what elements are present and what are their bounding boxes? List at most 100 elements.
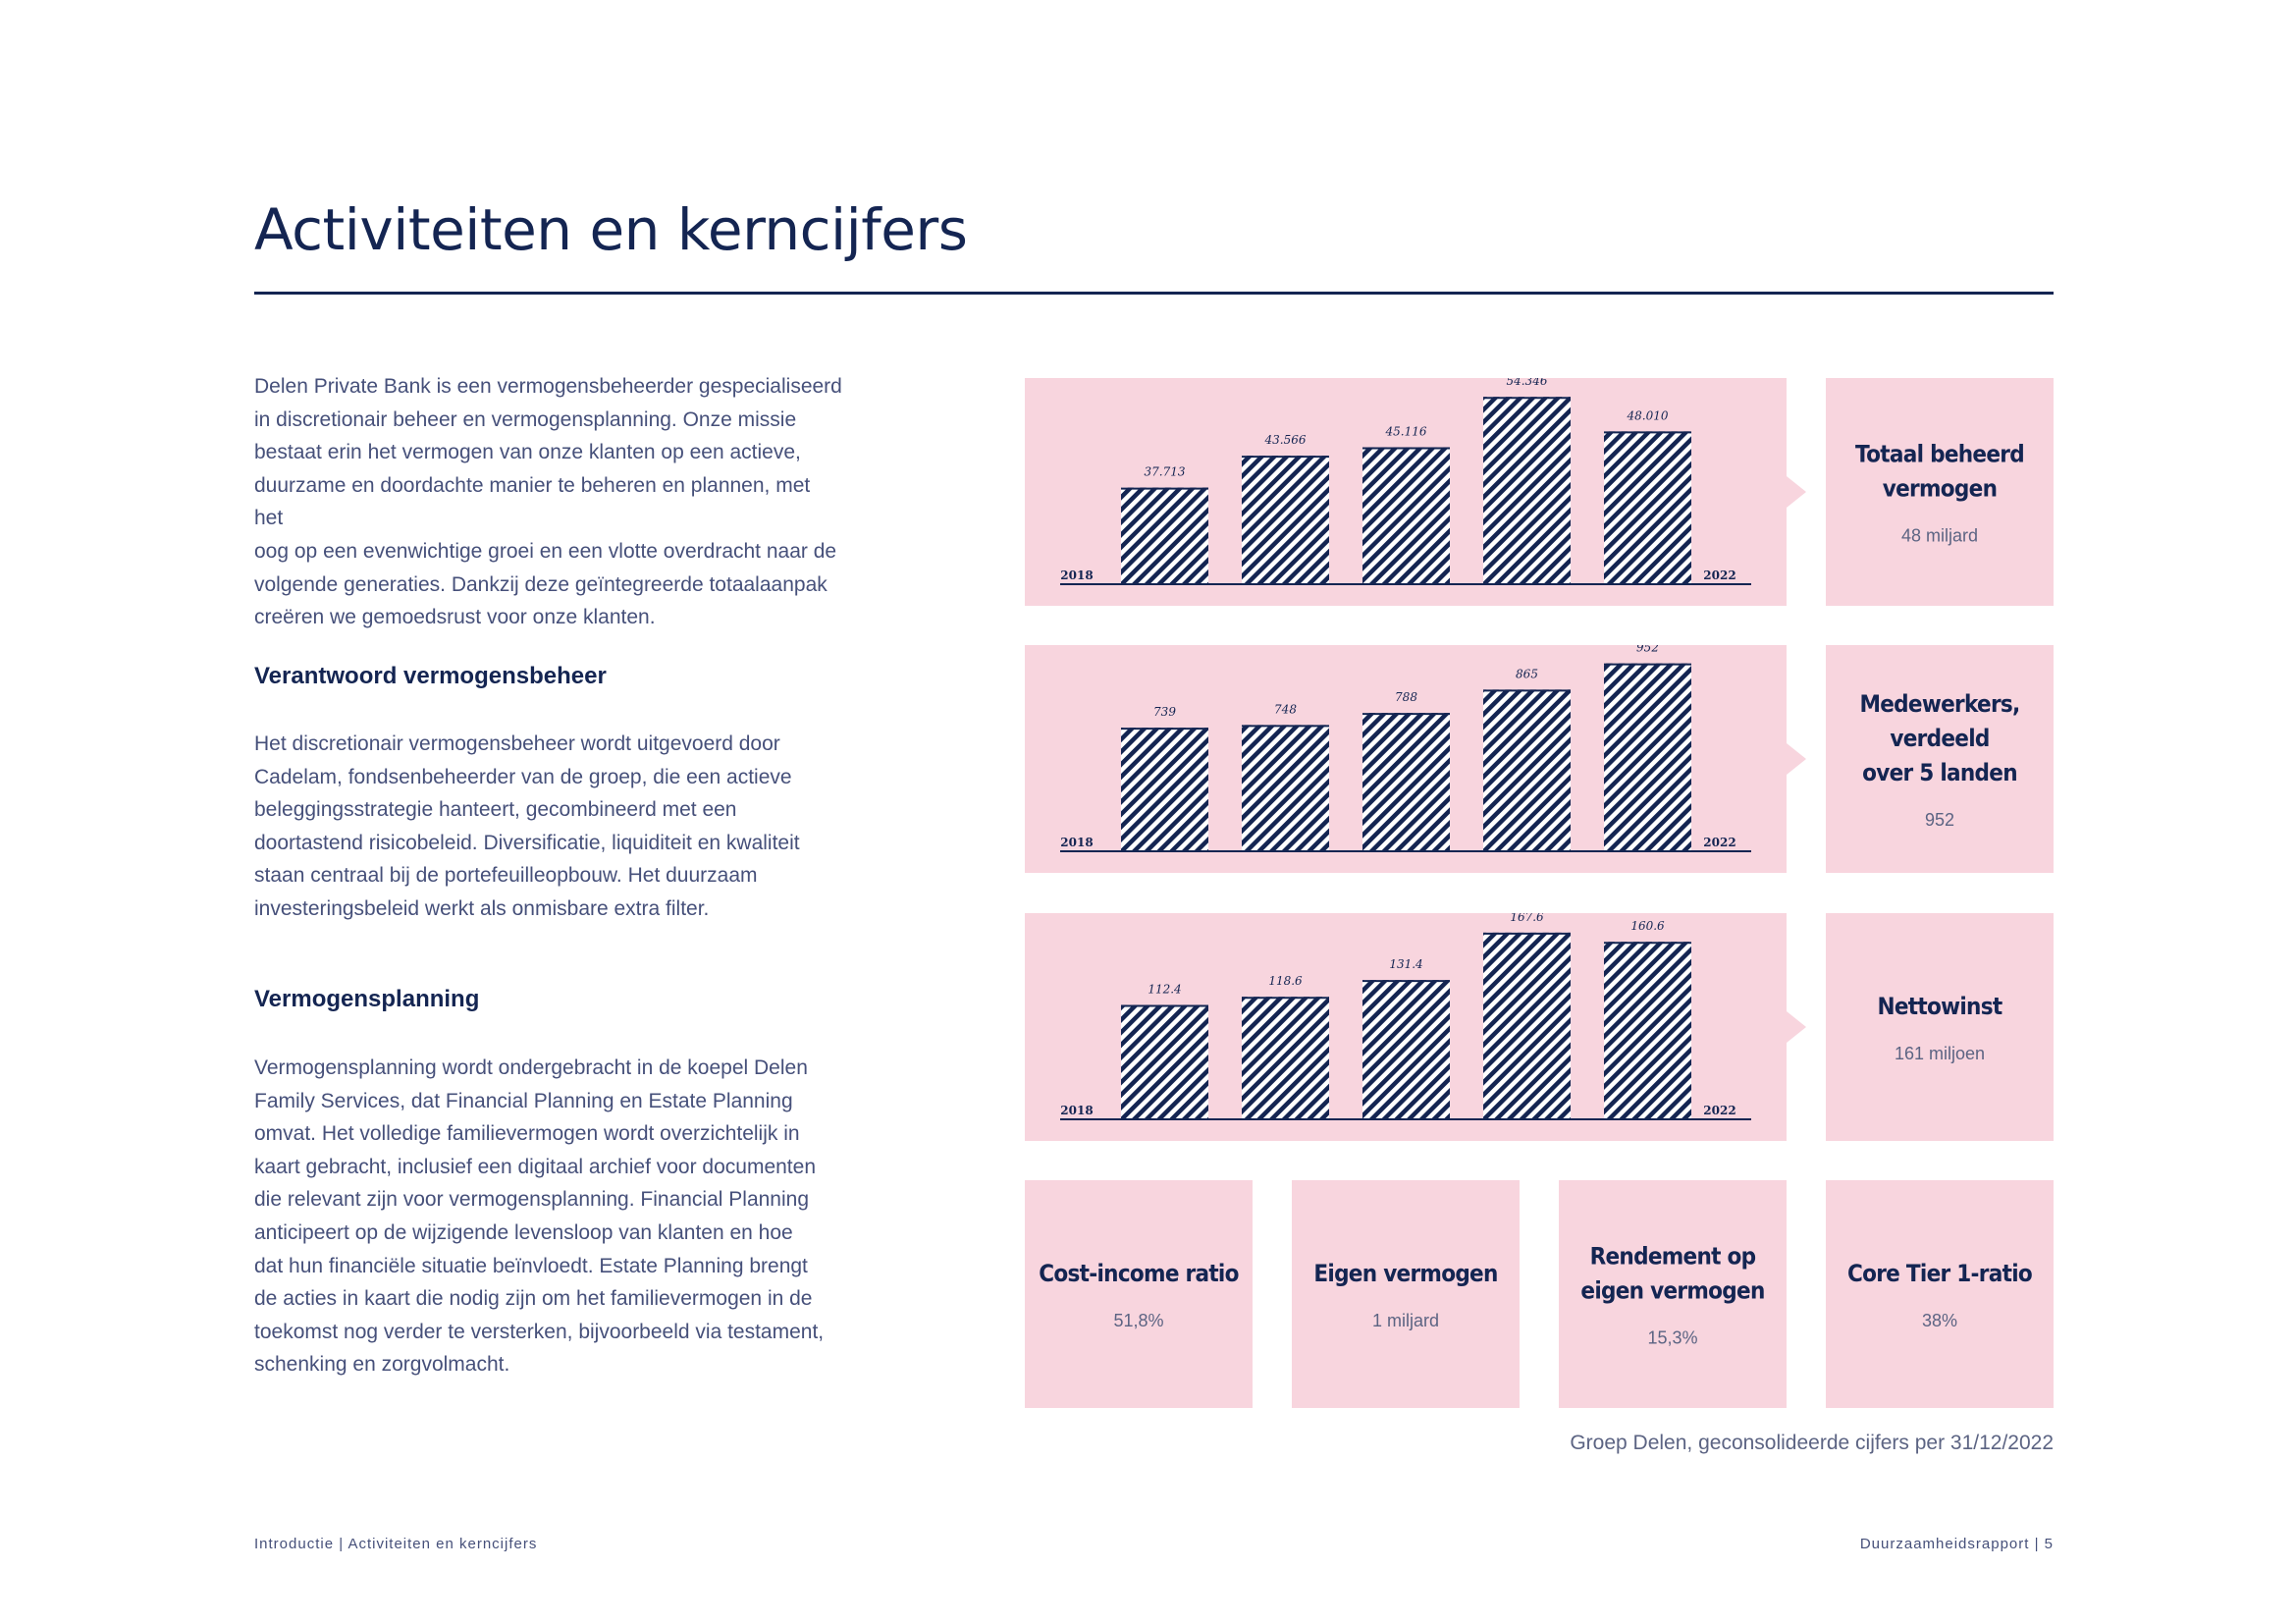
axis-start-label: 2018 bbox=[1060, 1104, 1093, 1117]
data-label: 865 bbox=[1516, 667, 1538, 680]
bar bbox=[1483, 397, 1571, 584]
data-label: 131.4 bbox=[1389, 957, 1422, 971]
axis-end-label: 2022 bbox=[1703, 1104, 1735, 1117]
kpi-title-line: Totaal beheerd bbox=[1855, 440, 2025, 468]
axis-end-label: 2022 bbox=[1703, 836, 1735, 849]
section-heading-wealth-planning: Vermogensplanning bbox=[254, 986, 480, 1012]
bar bbox=[1242, 725, 1329, 851]
kpi-title-line: eigen vermogen bbox=[1580, 1276, 1765, 1305]
kpi-title-line: verdeeld bbox=[1890, 725, 1990, 752]
kpi-title-line: Rendement op bbox=[1589, 1242, 1757, 1271]
data-label: 167.6 bbox=[1510, 913, 1544, 924]
section-heading-responsible-management: Verantwoord vermogensbeheer bbox=[254, 663, 607, 689]
axis-end-label: 2022 bbox=[1703, 568, 1735, 582]
data-label: 45.116 bbox=[1385, 424, 1427, 438]
bar bbox=[1242, 456, 1329, 584]
kpi-core-tier-1-ratio: Core Tier 1-ratio 38% bbox=[1826, 1180, 2054, 1408]
title-divider bbox=[254, 292, 2054, 295]
kpi-title: Nettowinst bbox=[1838, 990, 2043, 1024]
kpi-net-profit: Nettowinst 161 miljoen bbox=[1826, 913, 2054, 1141]
kpi-title-line: vermogen bbox=[1882, 474, 1998, 503]
intro-line: Delen Private Bank is een vermogensbehee… bbox=[254, 375, 842, 398]
data-label: 118.6 bbox=[1268, 974, 1303, 988]
bar-chart-assets: 37.713 43.566 45.116 54.346 48.010 2018 2022 bbox=[1060, 378, 1751, 585]
bar bbox=[1604, 942, 1691, 1119]
bar bbox=[1604, 663, 1691, 851]
section-line: dat hun financiële situatie beïnvloedt. … bbox=[254, 1254, 808, 1277]
kpi-value: 51,8% bbox=[1113, 1311, 1164, 1330]
data-label: 739 bbox=[1153, 705, 1176, 719]
section-line: schenking en zorgvolmacht. bbox=[254, 1353, 510, 1377]
chart-panel-net-profit: 112.4 118.6 131.4 167.6 160.6 2018 2022 bbox=[1025, 913, 1806, 1141]
intro-paragraph: Delen Private Bank is een vermogensbehee… bbox=[254, 370, 843, 634]
section-line: doortastend risicobeleid. Diversificatie… bbox=[254, 831, 800, 854]
kpi-title-line: Eigen vermogen bbox=[1313, 1260, 1498, 1287]
kpi-title: Medewerkers, verdeeld over 5 landen bbox=[1838, 687, 2043, 790]
data-label: 37.713 bbox=[1145, 465, 1186, 479]
axis-start-label: 2018 bbox=[1060, 568, 1093, 582]
kpi-value: 48 miljard bbox=[1900, 525, 1979, 546]
bar bbox=[1362, 713, 1450, 851]
kpi-title: Totaal beheerd vermogen bbox=[1838, 438, 2043, 507]
kpi-title-line: over 5 landen bbox=[1862, 759, 2018, 786]
section-line: investeringsbeleid werkt als onmisbare e… bbox=[254, 896, 710, 920]
section-line: anticipeert op de wijzigende levensloop … bbox=[254, 1220, 793, 1244]
kpi-equity: Eigen vermogen 1 miljard bbox=[1292, 1180, 1520, 1408]
section-paragraph: Vermogensplanning wordt ondergebracht in… bbox=[254, 1052, 843, 1381]
intro-line: oog op een evenwichtige groei en een vlo… bbox=[254, 539, 837, 563]
data-label: 112.4 bbox=[1148, 982, 1181, 996]
kpi-title-line: Medewerkers, bbox=[1859, 690, 2020, 718]
kpi-title-line: Core Tier 1-ratio bbox=[1846, 1260, 2033, 1287]
data-label: 788 bbox=[1395, 690, 1417, 704]
chart-panel-assets: 37.713 43.566 45.116 54.346 48.010 2018 2022 bbox=[1025, 378, 1806, 606]
section-paragraph: Het discretionair vermogensbeheer wordt … bbox=[254, 728, 843, 926]
kpi-title-line: Nettowinst bbox=[1877, 993, 2003, 1020]
kpi-employees: Medewerkers, verdeeld over 5 landen 952 bbox=[1826, 645, 2054, 873]
source-note: Groep Delen, geconsolideerde cijfers per… bbox=[1570, 1432, 2054, 1454]
data-label: 160.6 bbox=[1630, 919, 1665, 933]
data-label: 952 bbox=[1636, 645, 1659, 655]
footer-breadcrumb: Introductie | Activiteiten en kerncijfer… bbox=[254, 1536, 538, 1552]
kpi-title: Eigen vermogen bbox=[1304, 1257, 1509, 1291]
intro-line: creëren we gemoedsrust voor onze klanten… bbox=[254, 606, 656, 629]
kpi-value: 15,3% bbox=[1647, 1327, 1698, 1348]
section-heading: Verantwoord vermogensbeheer bbox=[254, 663, 843, 690]
intro-line: bestaat erin het vermogen van onze klant… bbox=[254, 441, 801, 464]
bar-chart-net-profit: 112.4 118.6 131.4 167.6 160.6 2018 2022 bbox=[1060, 913, 1751, 1120]
section-line: toekomst nog verder te versterken, bijvo… bbox=[254, 1320, 825, 1343]
section-line: Family Services, dat Financial Planning … bbox=[254, 1089, 793, 1112]
kpi-title: Cost-income ratio bbox=[1037, 1257, 1242, 1291]
kpi-value: 161 miljoen bbox=[1894, 1044, 1986, 1063]
bar bbox=[1483, 689, 1571, 851]
section-line: beleggingsstrategie hanteert, gecombinee… bbox=[254, 798, 737, 822]
kpi-total-assets: Totaal beheerd vermogen 48 miljard bbox=[1826, 378, 2054, 606]
section-line: staan centraal bij de portefeuilleopbouw… bbox=[254, 864, 758, 888]
intro-line: duurzame en doordachte manier te beheren… bbox=[254, 473, 811, 530]
section-line: die relevant zijn voor vermogensplanning… bbox=[254, 1188, 810, 1212]
section-line: de acties in kaart die nodig zijn om het… bbox=[254, 1287, 813, 1311]
bar bbox=[1121, 728, 1208, 851]
page-title: Activiteiten en kerncijfers bbox=[254, 196, 968, 263]
kpi-value: 952 bbox=[1924, 810, 1955, 830]
bar bbox=[1362, 980, 1450, 1119]
footer-page-number: Duurzaamheidsrapport | 5 bbox=[1859, 1536, 2054, 1552]
section-line: Cadelam, fondsenbeheerder van de groep, … bbox=[254, 765, 792, 788]
bar bbox=[1362, 447, 1450, 584]
section-line: omvat. Het volledige familievermogen wor… bbox=[254, 1122, 800, 1146]
axis-start-label: 2018 bbox=[1060, 836, 1093, 849]
intro-line: in discretionair beheer en vermogensplan… bbox=[254, 407, 797, 431]
kpi-return-on-equity: Rendement op eigen vermogen 15,3% bbox=[1559, 1180, 1787, 1408]
kpi-title: Core Tier 1-ratio bbox=[1838, 1257, 2043, 1291]
data-label: 43.566 bbox=[1264, 433, 1307, 447]
section-heading: Vermogensplanning bbox=[254, 986, 843, 1013]
bar bbox=[1483, 932, 1571, 1119]
section-line: Vermogensplanning wordt ondergebracht in… bbox=[254, 1056, 808, 1079]
section-line: kaart gebracht, inclusief een digitaal a… bbox=[254, 1155, 817, 1178]
kpi-title: Rendement op eigen vermogen bbox=[1571, 1240, 1776, 1309]
bar-chart-employees: 739 748 788 865 952 2018 2022 bbox=[1060, 645, 1751, 852]
section-line: Het discretionair vermogensbeheer wordt … bbox=[254, 732, 780, 755]
data-label: 54.346 bbox=[1507, 378, 1548, 388]
data-label: 748 bbox=[1274, 702, 1297, 716]
bar bbox=[1121, 1004, 1208, 1119]
kpi-title-line: Cost-income ratio bbox=[1039, 1260, 1239, 1287]
